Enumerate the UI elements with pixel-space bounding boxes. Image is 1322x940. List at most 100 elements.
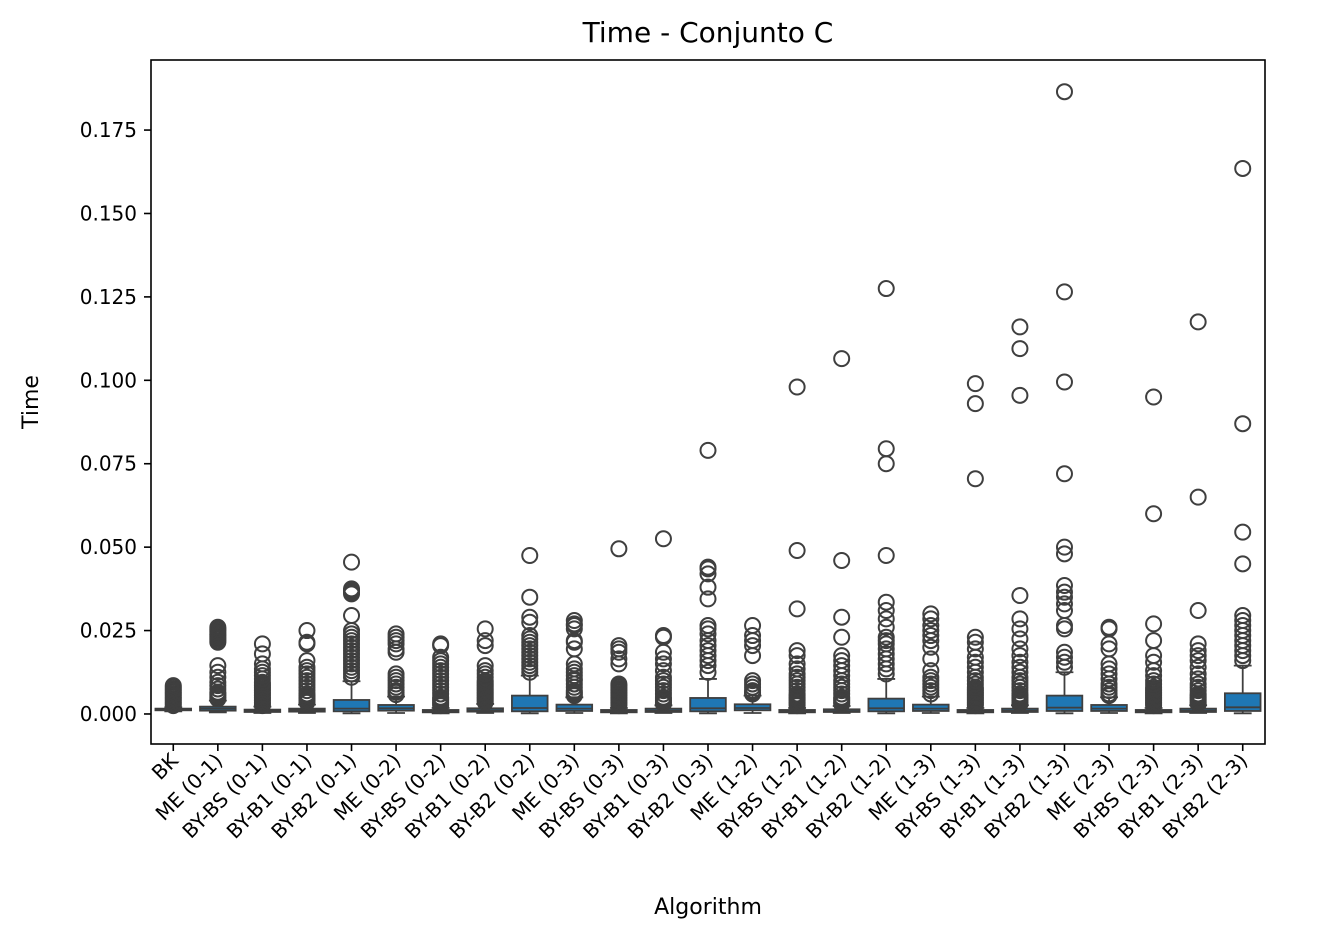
outlier-point [1055,577,1073,595]
outlier-point [343,553,361,571]
y-tick-label: 0.025 [80,619,137,643]
box-group [644,530,683,714]
outlier-point [1055,617,1073,635]
outlier-point [744,672,762,690]
outlier-point [833,608,851,626]
y-tick-label: 0.100 [80,368,137,392]
outlier-point [1011,340,1029,358]
box-group [199,618,237,714]
outlier-point [521,546,539,564]
outlier-point [1145,672,1163,690]
outlier-point [565,612,583,630]
outlier-point [1145,615,1163,633]
box-group [822,350,861,714]
outlier-point [387,625,405,643]
outlier-point [565,660,583,678]
outlier-point [1055,643,1073,661]
y-axis: 0.000 0.025 0.050 0.075 0.100 0.125 0.150 0.175 [80,118,151,726]
outlier-point [1100,665,1118,683]
outlier-point [565,640,583,658]
outlier-point [1055,83,1073,101]
x-tick-label: BK [147,748,184,785]
outlier-point [1055,545,1073,563]
box-group [332,553,371,715]
outlier-point [1145,388,1163,406]
outlier-point [1189,635,1207,653]
outlier-point [521,588,539,606]
outlier-point [699,590,717,608]
chart-title: Time - Conjunto C [582,16,834,49]
outlier-point [1011,663,1029,681]
outlier-point [877,640,895,658]
outlier-point [1145,653,1163,671]
box-group [243,635,282,715]
outlier-point [1011,658,1029,676]
box-body [1223,692,1262,712]
outlier-point [922,650,940,668]
outlier-point [788,378,806,396]
outlier-point [654,668,672,686]
y-axis-label: Time [19,375,44,430]
outlier-point [1189,652,1207,670]
outlier-point [1011,647,1029,665]
outlier-point [209,668,227,686]
outlier-point [877,546,895,564]
outlier-point [1011,653,1029,671]
outlier-point [966,653,984,671]
outlier-point [1145,505,1163,523]
outlier-point [922,638,940,656]
outlier-point [966,628,984,646]
outlier-point [877,618,895,636]
outlier-point [788,600,806,618]
outlier-point [476,632,494,650]
outlier-point [1055,373,1073,391]
x-axis-label: Algorithm [654,895,762,920]
outlier-point [1011,318,1029,336]
outlier-point [610,540,628,558]
outlier-point [922,610,940,628]
outlier-point [253,635,271,653]
outlier-point [788,642,806,660]
y-tick-label: 0.000 [80,702,137,726]
outlier-point [1145,667,1163,685]
outlier-point [966,470,984,488]
outlier-point [343,580,361,598]
outlier-point [1189,313,1207,331]
outlier-point [699,578,717,596]
outlier-point [610,640,628,658]
outlier-point [1055,595,1073,613]
outlier-point [1189,488,1207,506]
box-group [689,441,727,715]
outlier-point [877,280,895,298]
box-group [421,635,460,715]
y-tick-label: 0.075 [80,452,137,476]
outlier-point [654,627,672,645]
outlier-point [699,642,717,660]
outlier-point [654,662,672,680]
outlier-point [966,633,984,651]
outlier-point [966,658,984,676]
outlier-point [1189,670,1207,688]
outlier-point [1055,583,1073,601]
outlier-point [387,665,405,683]
box-group [1223,159,1262,715]
box-group [377,625,415,714]
box-group [1090,618,1128,714]
plot-content [154,83,1262,715]
outlier-point [966,395,984,413]
outlier-point [699,617,717,635]
box-group [1134,388,1173,715]
outlier-point [1189,647,1207,665]
outlier-point [610,637,628,655]
outlier-point [699,558,717,576]
outlier-point [1011,640,1029,658]
outlier-point [788,655,806,673]
outlier-point [1234,612,1252,630]
box-group [555,612,594,714]
box-body [1045,694,1084,712]
box-group [154,677,193,715]
outlier-point [610,650,628,668]
outlier-point [654,650,672,668]
